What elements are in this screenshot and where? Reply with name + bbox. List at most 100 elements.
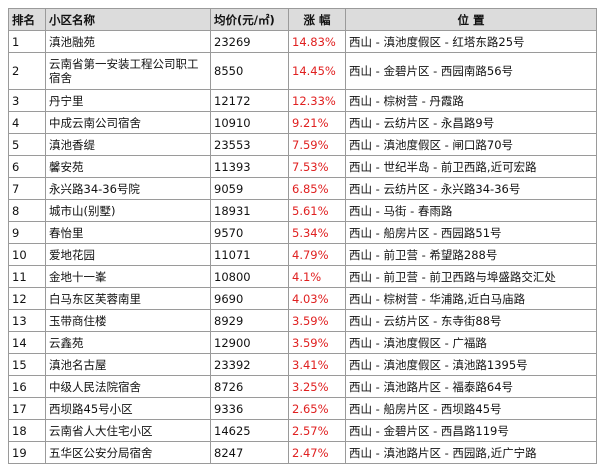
cell-name: 云南省第一安装工程公司职工宿舍 bbox=[45, 52, 211, 90]
cell-rank: 9 bbox=[8, 221, 46, 244]
table-row: 16 中级人民法院宿舍 8726 3.25% 西山 - 滇池路片区 - 福泰路6… bbox=[8, 375, 597, 398]
cell-name: 城市山(别墅) bbox=[45, 199, 211, 222]
cell-name: 西坝路45号小区 bbox=[45, 397, 211, 420]
cell-rise: 3.59% bbox=[288, 331, 346, 354]
header-name: 小区名称 bbox=[45, 8, 211, 31]
cell-rank: 15 bbox=[8, 353, 46, 376]
cell-price: 23553 bbox=[210, 133, 289, 156]
cell-rank: 3 bbox=[8, 89, 46, 112]
table-row: 19 五华区公安分局宿舍 8247 2.47% 西山 - 滇池路片区 - 西园路… bbox=[8, 441, 597, 464]
cell-name: 永兴路34-36号院 bbox=[45, 177, 211, 200]
cell-rank: 17 bbox=[8, 397, 46, 420]
cell-name: 馨安苑 bbox=[45, 155, 211, 178]
cell-rise: 12.33% bbox=[288, 89, 346, 112]
cell-rise: 14.45% bbox=[288, 52, 346, 90]
cell-rank: 12 bbox=[8, 287, 46, 310]
cell-price: 9336 bbox=[210, 397, 289, 420]
cell-rise: 2.57% bbox=[288, 419, 346, 442]
cell-rise: 7.59% bbox=[288, 133, 346, 156]
cell-name: 金地十一峯 bbox=[45, 265, 211, 288]
cell-location: 西山 - 金碧片区 - 西昌路119号 bbox=[345, 419, 597, 442]
cell-rank: 8 bbox=[8, 199, 46, 222]
cell-location: 西山 - 滇池度假区 - 广福路 bbox=[345, 331, 597, 354]
cell-price: 12900 bbox=[210, 331, 289, 354]
cell-location: 西山 - 金碧片区 - 西园南路56号 bbox=[345, 52, 597, 90]
cell-name: 滇池融苑 bbox=[45, 30, 211, 53]
cell-rank: 1 bbox=[8, 30, 46, 53]
table-row: 11 金地十一峯 10800 4.1% 西山 - 前卫营 - 前卫西路与埠盛路交… bbox=[8, 265, 597, 288]
cell-location: 西山 - 云纺片区 - 永昌路9号 bbox=[345, 111, 597, 134]
table-row: 12 白马东区芙蓉南里 9690 4.03% 西山 - 棕树营 - 华浦路,近白… bbox=[8, 287, 597, 310]
cell-rank: 7 bbox=[8, 177, 46, 200]
cell-rise: 4.1% bbox=[288, 265, 346, 288]
cell-price: 14625 bbox=[210, 419, 289, 442]
table-row: 17 西坝路45号小区 9336 2.65% 西山 - 船房片区 - 西坝路45… bbox=[8, 397, 597, 420]
cell-rank: 2 bbox=[8, 52, 46, 90]
cell-rise: 4.79% bbox=[288, 243, 346, 266]
cell-location: 西山 - 云纺片区 - 永兴路34-36号 bbox=[345, 177, 597, 200]
cell-rank: 4 bbox=[8, 111, 46, 134]
cell-rise: 4.03% bbox=[288, 287, 346, 310]
cell-location: 西山 - 滇池路片区 - 福泰路64号 bbox=[345, 375, 597, 398]
cell-name: 爱地花园 bbox=[45, 243, 211, 266]
cell-rank: 6 bbox=[8, 155, 46, 178]
cell-rise: 5.61% bbox=[288, 199, 346, 222]
cell-location: 西山 - 滇池路片区 - 西园路,近广宁路 bbox=[345, 441, 597, 464]
cell-name: 丹宁里 bbox=[45, 89, 211, 112]
cell-rise: 2.65% bbox=[288, 397, 346, 420]
cell-rise: 3.41% bbox=[288, 353, 346, 376]
cell-price: 10800 bbox=[210, 265, 289, 288]
table-row: 9 春怡里 9570 5.34% 西山 - 船房片区 - 西园路51号 bbox=[8, 221, 597, 244]
cell-price: 9570 bbox=[210, 221, 289, 244]
table-row: 18 云南省人大住宅小区 14625 2.57% 西山 - 金碧片区 - 西昌路… bbox=[8, 419, 597, 442]
table-header-row: 排名 小区名称 均价(元/㎡) 涨 幅 位 置 bbox=[8, 8, 597, 31]
cell-name: 中级人民法院宿舍 bbox=[45, 375, 211, 398]
cell-rise: 6.85% bbox=[288, 177, 346, 200]
cell-rise: 9.21% bbox=[288, 111, 346, 134]
cell-price: 10910 bbox=[210, 111, 289, 134]
cell-price: 12172 bbox=[210, 89, 289, 112]
cell-location: 西山 - 前卫营 - 前卫西路与埠盛路交汇处 bbox=[345, 265, 597, 288]
cell-price: 9059 bbox=[210, 177, 289, 200]
cell-price: 23392 bbox=[210, 353, 289, 376]
cell-name: 中成云南公司宿舍 bbox=[45, 111, 211, 134]
cell-rise: 5.34% bbox=[288, 221, 346, 244]
cell-rank: 10 bbox=[8, 243, 46, 266]
table-row: 2 云南省第一安装工程公司职工宿舍 8550 14.45% 西山 - 金碧片区 … bbox=[8, 52, 597, 90]
cell-rank: 14 bbox=[8, 331, 46, 354]
cell-rank: 19 bbox=[8, 441, 46, 464]
cell-rank: 13 bbox=[8, 309, 46, 332]
cell-price: 11393 bbox=[210, 155, 289, 178]
cell-name: 滇池名古屋 bbox=[45, 353, 211, 376]
cell-name: 白马东区芙蓉南里 bbox=[45, 287, 211, 310]
cell-rise: 3.59% bbox=[288, 309, 346, 332]
cell-location: 西山 - 船房片区 - 西坝路45号 bbox=[345, 397, 597, 420]
table-row: 1 滇池融苑 23269 14.83% 西山 - 滇池度假区 - 红塔东路25号 bbox=[8, 30, 597, 53]
cell-price: 8726 bbox=[210, 375, 289, 398]
cell-name: 五华区公安分局宿舍 bbox=[45, 441, 211, 464]
table-row: 4 中成云南公司宿舍 10910 9.21% 西山 - 云纺片区 - 永昌路9号 bbox=[8, 111, 597, 134]
table-row: 10 爱地花园 11071 4.79% 西山 - 前卫营 - 希望路288号 bbox=[8, 243, 597, 266]
cell-location: 西山 - 棕树营 - 华浦路,近白马庙路 bbox=[345, 287, 597, 310]
cell-location: 西山 - 世纪半岛 - 前卫西路,近可宏路 bbox=[345, 155, 597, 178]
table-row: 6 馨安苑 11393 7.53% 西山 - 世纪半岛 - 前卫西路,近可宏路 bbox=[8, 155, 597, 178]
cell-price: 9690 bbox=[210, 287, 289, 310]
cell-location: 西山 - 前卫营 - 希望路288号 bbox=[345, 243, 597, 266]
cell-location: 西山 - 船房片区 - 西园路51号 bbox=[345, 221, 597, 244]
cell-rank: 11 bbox=[8, 265, 46, 288]
cell-location: 西山 - 滇池度假区 - 红塔东路25号 bbox=[345, 30, 597, 53]
cell-price: 8247 bbox=[210, 441, 289, 464]
cell-location: 西山 - 马街 - 春雨路 bbox=[345, 199, 597, 222]
cell-price: 8550 bbox=[210, 52, 289, 90]
cell-rank: 5 bbox=[8, 133, 46, 156]
cell-name: 云鑫苑 bbox=[45, 331, 211, 354]
cell-rank: 18 bbox=[8, 419, 46, 442]
cell-rise: 7.53% bbox=[288, 155, 346, 178]
cell-price: 11071 bbox=[210, 243, 289, 266]
cell-rise: 2.47% bbox=[288, 441, 346, 464]
header-rank: 排名 bbox=[8, 8, 46, 31]
cell-name: 春怡里 bbox=[45, 221, 211, 244]
table-row: 7 永兴路34-36号院 9059 6.85% 西山 - 云纺片区 - 永兴路3… bbox=[8, 177, 597, 200]
cell-location: 西山 - 棕树营 - 丹霞路 bbox=[345, 89, 597, 112]
